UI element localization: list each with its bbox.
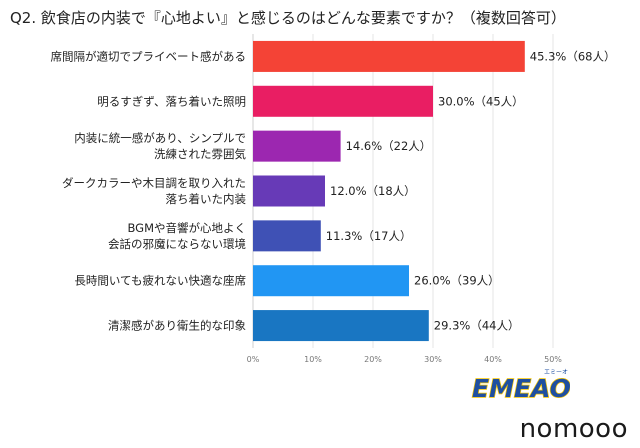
category-label: 洗練された雰囲気 xyxy=(154,147,246,161)
bar xyxy=(253,85,433,117)
logo-text: EMEAO! xyxy=(472,374,570,400)
data-label: 29.3%（44人） xyxy=(434,319,520,333)
category-label: 長時間いても疲れない快適な座席 xyxy=(74,274,246,288)
nomooo-watermark: nomooo xyxy=(519,414,628,444)
bar xyxy=(253,265,409,297)
data-label: 14.6%（22人） xyxy=(346,139,432,153)
data-label: 11.3%（17人） xyxy=(326,229,412,243)
x-tick-label: 0% xyxy=(247,355,260,364)
data-label: 26.0%（39人） xyxy=(414,274,500,288)
bar xyxy=(253,220,321,252)
emeao-logo: エミーオ EMEAO! xyxy=(471,369,570,400)
category-label: 会話の邪魔にならない環境 xyxy=(108,237,246,251)
bar xyxy=(253,40,525,72)
x-tick-label: 40% xyxy=(484,355,502,364)
category-label: BGMや音響が心地よく xyxy=(127,221,246,235)
data-label: 30.0%（45人） xyxy=(438,94,524,108)
category-label: 明るすぎず、落ち着いた照明 xyxy=(97,94,246,108)
category-label: 席間隔が適切でプライベート感がある xyxy=(51,49,247,63)
x-tick-label: 50% xyxy=(544,355,562,364)
category-label: 内装に統一感があり、シンプルで xyxy=(74,131,246,145)
category-label: ダークカラーや木目調を取り入れた xyxy=(62,176,246,190)
bar xyxy=(253,175,325,207)
x-tick-label: 10% xyxy=(304,355,322,364)
x-tick-label: 20% xyxy=(364,355,382,364)
bar xyxy=(253,130,341,162)
x-tick-label: 30% xyxy=(424,355,442,364)
category-label: 落ち着いた内装 xyxy=(166,192,247,206)
bar xyxy=(253,310,429,342)
data-label: 45.3%（68人） xyxy=(530,49,616,63)
data-label: 12.0%（18人） xyxy=(330,184,416,198)
category-label: 清潔感があり衛生的な印象 xyxy=(108,319,246,333)
logo-ruby: エミーオ xyxy=(544,369,568,376)
chart-title: Q2. 飲食店の内装で『心地よい』と感じるのはどんな要素ですか？（複数回答可） xyxy=(10,9,566,27)
